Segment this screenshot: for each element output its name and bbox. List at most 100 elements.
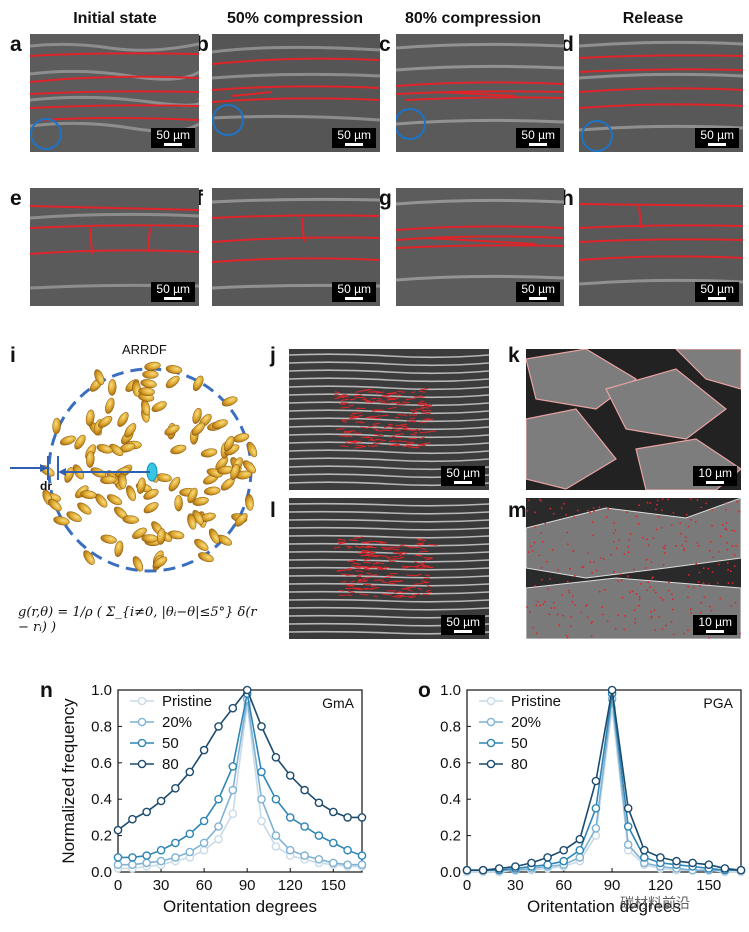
y-tick-label: 1.0 — [91, 682, 112, 699]
data-point — [623, 803, 633, 813]
data-point — [543, 860, 552, 869]
legend-label: 20% — [511, 714, 541, 731]
data-point — [328, 838, 338, 848]
x-tick-label: 0 — [463, 877, 471, 894]
y-tick-label: 0.4 — [440, 791, 461, 808]
legend-marker — [486, 696, 496, 706]
scale-bar: 50 µm — [332, 282, 376, 302]
grain-particle — [136, 477, 146, 494]
sem-image-g: 50 µm — [396, 188, 564, 306]
data-point — [271, 753, 281, 762]
highlight-circle — [212, 104, 244, 136]
data-point — [478, 865, 488, 875]
data-point — [357, 860, 367, 869]
data-point — [639, 853, 649, 862]
col-title-50: 50% compression — [226, 10, 364, 27]
series-line-2 — [118, 693, 363, 859]
x-tick-label: 60 — [196, 877, 213, 894]
data-point — [156, 845, 166, 855]
y-tick-label: 0.6 — [440, 755, 461, 772]
data-point — [271, 831, 281, 840]
y-tick-label: 0.8 — [440, 718, 461, 735]
series-line-2 — [467, 693, 741, 871]
data-point — [357, 813, 367, 822]
col-title-release: Release — [622, 10, 684, 27]
legend-label: 20% — [162, 714, 192, 731]
data-point — [257, 794, 266, 804]
grain-particle — [233, 433, 250, 443]
grain-particle — [192, 375, 204, 391]
scale-bar: 10 µm — [693, 615, 737, 635]
grain-particle — [107, 379, 117, 396]
data-point — [228, 809, 238, 819]
data-point — [623, 840, 633, 849]
data-point — [300, 785, 309, 795]
col-title-initial: Initial state — [73, 10, 157, 27]
panel-label-d: d — [561, 33, 574, 56]
panel-label-o: o — [418, 679, 431, 702]
y-tick-label: 0.2 — [440, 828, 461, 845]
highlight-circle — [30, 118, 62, 150]
scale-bar: 50 µm — [695, 282, 739, 302]
grain-particle — [143, 489, 159, 500]
panel-label-b: b — [196, 33, 209, 56]
panel-label-g: g — [379, 187, 392, 210]
data-point — [559, 856, 568, 866]
data-point — [214, 794, 223, 804]
panel-label-i: i — [10, 344, 16, 367]
data-point — [199, 838, 209, 848]
series-line-3 — [467, 689, 742, 871]
legend-marker — [486, 759, 496, 769]
scale-bar: 50 µm — [441, 615, 485, 635]
data-point — [128, 860, 137, 869]
data-point — [113, 853, 123, 862]
legend-marker — [137, 696, 147, 706]
chart-pga: 0 30 60 90 120 150 0.0 0.2 0.4 0.6 0.8 1.0 Oritentat… — [440, 682, 746, 916]
panel-label-j: j — [270, 344, 276, 367]
grain-particle — [47, 498, 62, 512]
col-title-80: 80% compression — [404, 10, 542, 27]
sem-image-c: 50 µm — [396, 34, 564, 152]
x-tick-label: 0 — [114, 877, 122, 894]
grain-particle — [200, 448, 218, 458]
y-tick-label: 0.0 — [91, 864, 112, 881]
y-tick-label: 0.4 — [91, 791, 112, 808]
data-point — [113, 860, 123, 869]
arrdf-diagram: dr — [10, 361, 258, 573]
grain-particle — [52, 417, 61, 435]
series-line-1 — [467, 699, 741, 871]
data-point — [736, 865, 746, 875]
grain-particle — [77, 502, 92, 515]
data-point — [271, 842, 281, 851]
data-point — [343, 813, 352, 822]
data-point — [343, 845, 352, 855]
grain-particle — [132, 527, 147, 539]
x-tick-label: 150 — [696, 877, 721, 894]
panel-label-a: a — [10, 33, 22, 56]
legend-label: Pristine — [162, 693, 212, 710]
grain-particle — [242, 460, 256, 474]
x-tick-label: 120 — [648, 877, 673, 894]
grain-particle — [165, 375, 180, 389]
data-point — [357, 851, 367, 860]
legend-marker — [137, 759, 147, 769]
data-point — [623, 822, 633, 831]
sem-image-a: 50 µm — [30, 34, 199, 152]
data-point — [688, 858, 697, 868]
data-point — [656, 853, 665, 862]
data-point — [591, 823, 601, 833]
legend-marker — [486, 738, 496, 748]
scale-bar: 50 µm — [332, 128, 376, 148]
data-point — [228, 762, 238, 771]
grain-particle — [194, 538, 209, 551]
data-point — [300, 822, 309, 831]
legend-marker — [137, 717, 147, 727]
grain-particle — [122, 515, 140, 524]
data-point — [199, 745, 209, 755]
panel-label-l: l — [270, 499, 276, 522]
data-point — [142, 858, 151, 868]
plot-frame — [117, 689, 363, 873]
panel-label-k: k — [508, 344, 520, 367]
grain-particle — [208, 528, 220, 544]
data-point — [328, 858, 338, 868]
